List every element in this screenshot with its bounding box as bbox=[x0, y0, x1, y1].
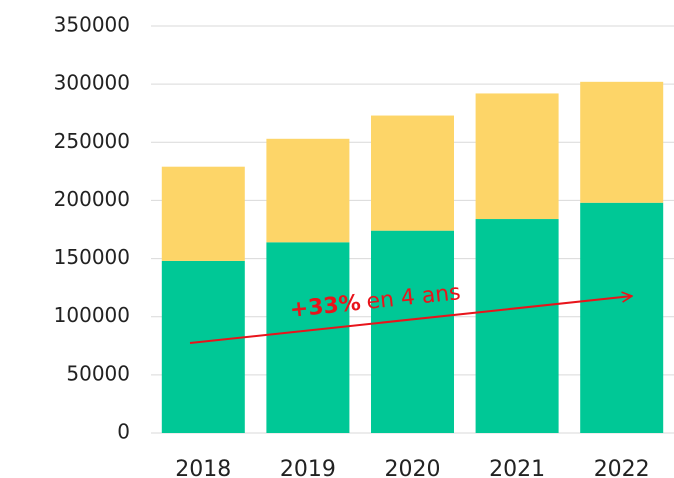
y-tick-label: 200000 bbox=[54, 187, 130, 211]
x-tick-label: 2020 bbox=[385, 457, 441, 478]
bars bbox=[161, 81, 664, 433]
bar-segment bbox=[371, 230, 454, 433]
x-tick-label: 2021 bbox=[489, 457, 545, 478]
bar-segment bbox=[580, 81, 664, 203]
x-tick-label: 2018 bbox=[175, 457, 231, 478]
y-tick-label: 250000 bbox=[54, 129, 130, 153]
x-tick-label: 2019 bbox=[280, 457, 336, 478]
bar-segment bbox=[475, 93, 559, 220]
y-tick-label: 350000 bbox=[54, 13, 130, 37]
y-tick-label: 0 bbox=[117, 420, 130, 444]
bar-segment bbox=[475, 219, 559, 433]
y-tick-label: 300000 bbox=[54, 71, 130, 95]
y-tick-label: 50000 bbox=[66, 361, 130, 385]
x-tick-label: 2022 bbox=[594, 457, 650, 478]
bar-segment bbox=[580, 202, 664, 433]
bar-segment bbox=[161, 260, 245, 433]
y-tick-label: 100000 bbox=[54, 303, 130, 327]
bar-segment bbox=[266, 242, 350, 433]
y-tick-label: 150000 bbox=[54, 245, 130, 269]
bar-segment bbox=[266, 138, 350, 243]
bar-segment bbox=[371, 115, 454, 231]
trend-arrow bbox=[189, 296, 632, 344]
bar-segment bbox=[161, 166, 245, 261]
